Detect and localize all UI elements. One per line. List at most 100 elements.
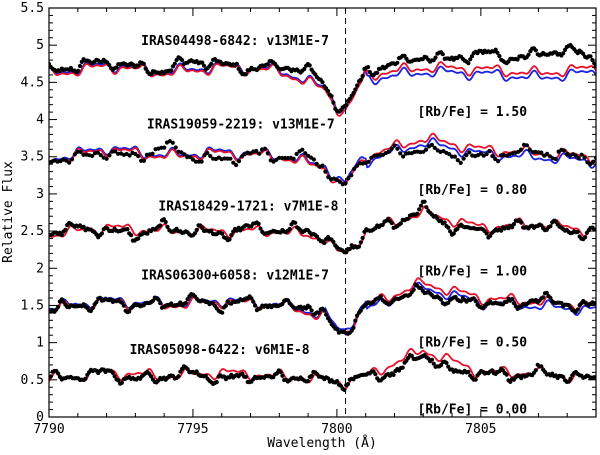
observed-point <box>351 90 356 96</box>
observed-point <box>257 151 262 156</box>
observed-point <box>325 88 331 94</box>
observed-point <box>214 380 219 385</box>
observed-point <box>180 58 185 63</box>
rb-abundance-label: [Rb/Fe] = 1.00 <box>418 265 528 280</box>
observed-point <box>252 303 258 308</box>
observed-point <box>116 378 121 383</box>
observed-point <box>429 357 434 362</box>
observed-point <box>163 219 168 225</box>
observed-point <box>209 61 214 66</box>
observed-point <box>519 147 524 152</box>
observed-point <box>438 297 444 302</box>
observed-point <box>149 374 154 379</box>
x-tick-label: 7795 <box>177 422 208 437</box>
observed-point <box>448 229 453 234</box>
y-tick-label: 1.5 <box>21 298 44 313</box>
observed-point <box>389 221 394 226</box>
observed-point <box>239 154 244 159</box>
observed-point <box>307 63 312 68</box>
observed-point <box>119 380 124 385</box>
observed-point <box>575 307 580 312</box>
observed-point <box>158 223 163 228</box>
observed-point <box>561 374 566 379</box>
observed-point <box>504 299 509 304</box>
y-tick-label: 0 <box>36 410 44 425</box>
observed-point <box>352 166 357 171</box>
observed-point <box>395 146 400 151</box>
observed-point <box>265 151 270 156</box>
observed-point <box>162 145 167 150</box>
observed-point <box>511 301 516 306</box>
observed-point <box>194 369 199 374</box>
observed-point <box>170 140 175 145</box>
observed-point <box>249 296 254 301</box>
observed-point <box>208 153 213 159</box>
observed-point <box>220 231 225 236</box>
observed-point <box>201 63 207 68</box>
spectrum-panel-5 <box>49 347 596 392</box>
observed-point <box>539 364 544 369</box>
y-tick-label: 3 <box>36 187 44 202</box>
observed-point <box>424 205 429 210</box>
observed-point <box>67 160 72 165</box>
observed-point <box>188 154 193 160</box>
observed-point <box>251 299 256 304</box>
observed-point <box>228 156 233 161</box>
observed-point <box>533 48 538 53</box>
observed-point <box>561 51 566 56</box>
observed-point <box>234 162 239 168</box>
observed-point <box>190 157 195 162</box>
observed-point <box>422 199 427 204</box>
observed-point <box>254 148 259 154</box>
observed-point <box>258 226 263 231</box>
observed-point <box>88 308 93 314</box>
observed-point <box>356 244 362 249</box>
y-tick-label: 1 <box>36 336 44 351</box>
observed-point <box>127 309 132 314</box>
observed-point <box>391 372 396 377</box>
observed-point <box>493 156 498 162</box>
observed-point <box>440 52 445 57</box>
observed-point <box>294 151 299 157</box>
observed-point <box>243 374 248 379</box>
observed-point <box>112 374 117 379</box>
observed-point <box>347 246 352 252</box>
observed-point <box>539 150 544 155</box>
observed-point <box>378 294 383 299</box>
spectrum-panel-3 <box>49 199 596 255</box>
observed-point <box>99 231 104 236</box>
observed-point <box>223 303 228 308</box>
observed-point <box>69 157 75 162</box>
observed-point <box>302 66 307 72</box>
series-layer <box>49 43 596 392</box>
observed-point <box>581 51 586 56</box>
y-tick-label: 5 <box>36 38 44 53</box>
observed-point <box>395 60 400 65</box>
observed-point <box>541 295 546 300</box>
observed-point <box>466 61 471 66</box>
observed-point <box>527 147 532 152</box>
observed-point <box>185 367 190 372</box>
rb-abundance-label: [Rb/Fe] = 1.50 <box>418 105 528 120</box>
observed-point <box>158 301 163 306</box>
observed-point <box>169 68 174 73</box>
observed-point <box>588 162 593 167</box>
observed-point <box>300 147 305 152</box>
observed-point <box>455 158 460 163</box>
observed-point <box>582 155 587 160</box>
observed-point <box>345 382 351 387</box>
observed-point <box>231 160 236 165</box>
observed-point <box>141 61 146 66</box>
observed-point <box>338 383 343 388</box>
observed-point <box>150 151 155 156</box>
observed-point <box>373 372 378 377</box>
observed-point <box>78 149 83 154</box>
observed-point <box>467 150 472 155</box>
observed-point <box>409 353 414 358</box>
y-tick-label: 2 <box>36 261 44 276</box>
observed-point <box>325 376 331 381</box>
rb-abundance-label: [Rb/Fe] = 0.50 <box>418 335 528 350</box>
observed-point <box>504 372 509 377</box>
observed-point <box>511 222 516 227</box>
x-tick-label: 7790 <box>33 422 64 437</box>
